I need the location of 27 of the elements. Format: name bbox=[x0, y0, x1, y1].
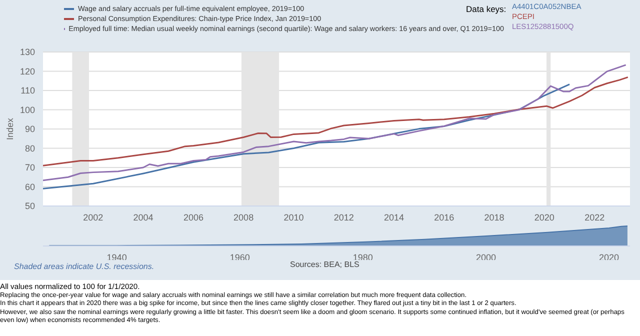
y-tick-label: 60 bbox=[24, 182, 35, 192]
x-tick-label: 2014 bbox=[384, 212, 404, 222]
x-tick-label: 2020 bbox=[534, 212, 554, 222]
y-tick-label: 50 bbox=[24, 201, 35, 212]
y-tick-label: 100 bbox=[20, 104, 35, 115]
x-tick-label: 2004 bbox=[133, 212, 154, 222]
y-tick-label: 70 bbox=[24, 162, 35, 173]
x-tick-label: 2016 bbox=[434, 212, 454, 222]
y-tick-label: 80 bbox=[24, 143, 35, 154]
x-tick-label: 2012 bbox=[334, 212, 354, 222]
x-tick-label: 2008 bbox=[234, 212, 254, 222]
y-tick-label: 110 bbox=[20, 86, 35, 96]
text: Data keys: bbox=[466, 4, 506, 14]
line-series bbox=[43, 76, 629, 166]
line-series bbox=[43, 64, 627, 182]
y-tick-label: 90 bbox=[24, 124, 35, 134]
text: Shaded areas indicate U.S. recessions. bbox=[14, 262, 154, 271]
y-tick-label: 120 bbox=[20, 66, 35, 76]
source-note: Sources: BEA; BLS bbox=[290, 260, 360, 269]
x-tick-label: 2022 bbox=[584, 212, 605, 222]
y-axis-title: Index bbox=[5, 118, 16, 140]
x-tick-label: 2002 bbox=[83, 212, 104, 222]
x-tick-label: 2006 bbox=[183, 212, 204, 222]
x-tick-label: 2018 bbox=[484, 212, 504, 222]
y-tick-label: 130 bbox=[20, 47, 35, 58]
line-series bbox=[43, 84, 570, 190]
x-tick-label: 2010 bbox=[284, 212, 304, 222]
